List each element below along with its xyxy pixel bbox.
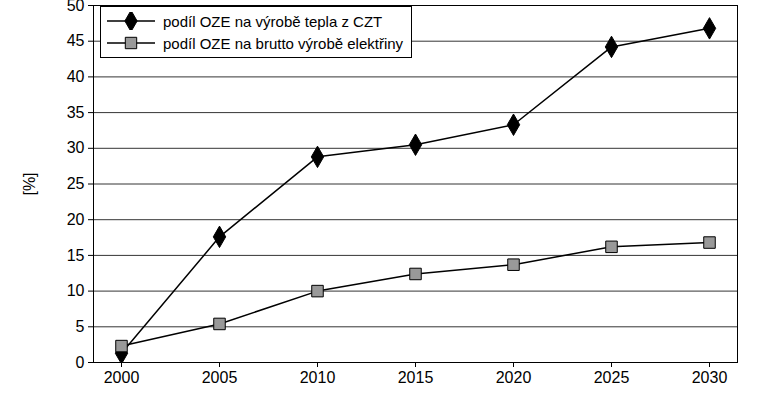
- svg-text:50: 50: [67, 0, 85, 14]
- svg-text:20: 20: [67, 211, 85, 228]
- svg-text:2025: 2025: [594, 369, 630, 386]
- svg-text:35: 35: [67, 104, 85, 121]
- svg-text:2000: 2000: [104, 369, 140, 386]
- svg-text:0: 0: [76, 354, 85, 371]
- html-text:podíl OZE na brutto výrobě ele: podíl OZE na brutto výrobě elektřiny: [163, 34, 404, 52]
- svg-text:2030: 2030: [692, 369, 728, 386]
- svg-text:2010: 2010: [300, 369, 336, 386]
- svg-text:25: 25: [67, 175, 85, 192]
- svg-text:2020: 2020: [496, 369, 532, 386]
- svg-text:[%]: [%]: [21, 172, 38, 195]
- svg-text:40: 40: [67, 68, 85, 85]
- svg-text:45: 45: [67, 32, 85, 49]
- svg-text:10: 10: [67, 282, 85, 299]
- svg-text:2015: 2015: [398, 369, 434, 386]
- svg-text:30: 30: [67, 139, 85, 156]
- svg-text:15: 15: [67, 247, 85, 264]
- svg-text:2005: 2005: [202, 369, 238, 386]
- svg-text:5: 5: [76, 318, 85, 335]
- html-text:podíl OZE na výrobě tepla z CZ: podíl OZE na výrobě tepla z CZT: [163, 12, 383, 30]
